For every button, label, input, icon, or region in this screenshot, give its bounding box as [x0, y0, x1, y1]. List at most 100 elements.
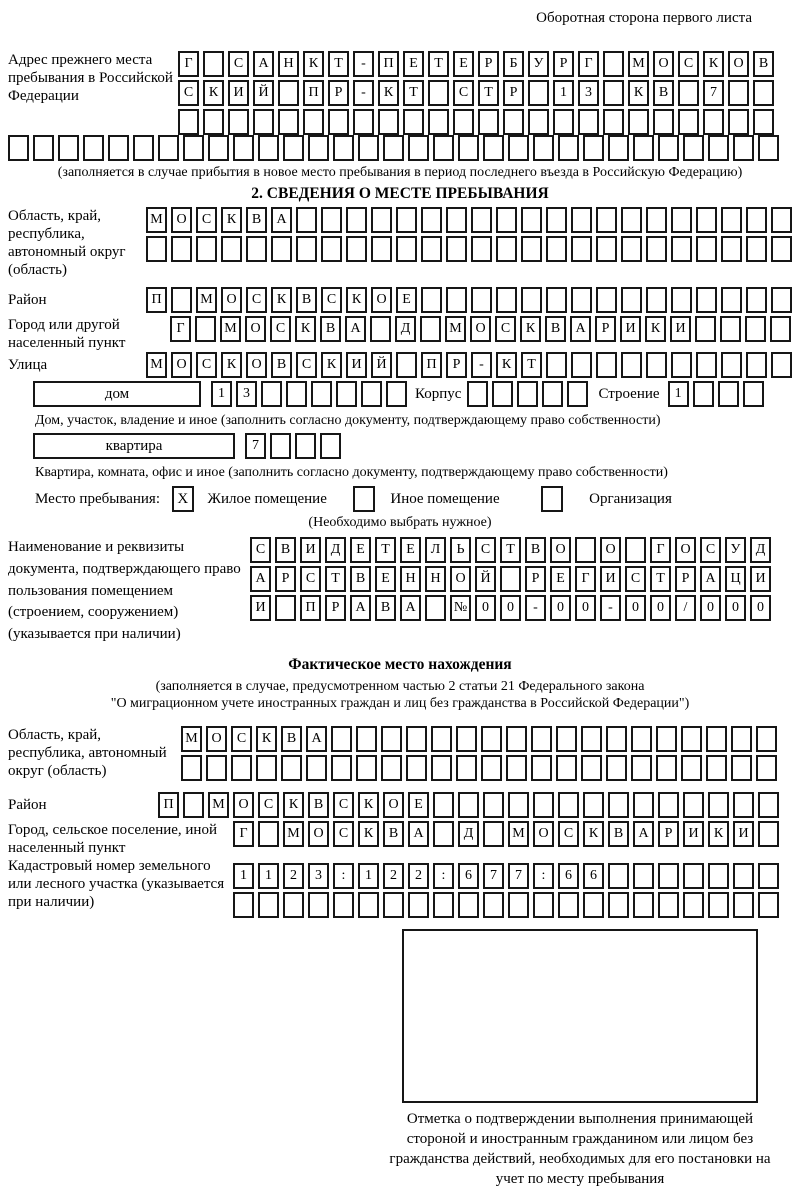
char-cell[interactable]: К: [628, 80, 649, 106]
char-cell[interactable]: [425, 595, 446, 621]
char-cell[interactable]: [481, 754, 502, 781]
char-cell[interactable]: [681, 754, 702, 781]
char-cell[interactable]: [283, 135, 304, 161]
char-cell[interactable]: А: [271, 207, 292, 233]
char-cell[interactable]: П: [378, 51, 399, 77]
char-cell[interactable]: [453, 109, 474, 135]
char-cell[interactable]: И: [683, 820, 704, 847]
char-cell[interactable]: [446, 287, 467, 313]
char-cell[interactable]: С: [231, 725, 252, 752]
char-cell[interactable]: [431, 754, 452, 781]
char-cell[interactable]: О: [206, 725, 227, 752]
char-cell[interactable]: Р: [328, 80, 349, 106]
char-cell[interactable]: В: [271, 352, 292, 378]
char-cell[interactable]: С: [258, 791, 279, 818]
char-cell[interactable]: [658, 891, 679, 918]
char-cell[interactable]: Р: [275, 566, 296, 592]
char-cell[interactable]: И: [670, 316, 691, 342]
char-cell[interactable]: 1: [258, 862, 279, 889]
char-cell[interactable]: [708, 891, 729, 918]
char-cell[interactable]: Р: [446, 352, 467, 378]
char-cell[interactable]: 2: [383, 862, 404, 889]
char-cell[interactable]: [481, 725, 502, 752]
char-cell[interactable]: [521, 207, 542, 233]
char-cell[interactable]: [108, 135, 129, 161]
char-cell[interactable]: [696, 287, 717, 313]
char-cell[interactable]: [8, 135, 29, 161]
char-cell[interactable]: В: [281, 725, 302, 752]
char-cell[interactable]: [311, 381, 332, 407]
char-cell[interactable]: -: [525, 595, 546, 621]
char-cell[interactable]: В: [275, 537, 296, 563]
char-cell[interactable]: С: [558, 820, 579, 847]
char-cell[interactable]: [320, 433, 341, 459]
char-cell[interactable]: [346, 236, 367, 262]
char-cell[interactable]: [628, 109, 649, 135]
char-cell[interactable]: [246, 236, 267, 262]
char-cell[interactable]: И: [250, 595, 271, 621]
char-cell[interactable]: [271, 236, 292, 262]
char-cell[interactable]: А: [408, 820, 429, 847]
char-cell[interactable]: [596, 352, 617, 378]
char-cell[interactable]: С: [700, 537, 721, 563]
char-cell[interactable]: [721, 207, 742, 233]
char-cell[interactable]: [583, 135, 604, 161]
char-cell[interactable]: М: [220, 316, 241, 342]
char-cell[interactable]: [692, 381, 714, 407]
char-cell[interactable]: [420, 316, 441, 342]
char-cell[interactable]: [571, 236, 592, 262]
char-cell[interactable]: [146, 236, 167, 262]
char-cell[interactable]: К: [303, 51, 324, 77]
char-cell[interactable]: Т: [478, 80, 499, 106]
char-cell[interactable]: Т: [521, 352, 542, 378]
char-cell[interactable]: [195, 316, 216, 342]
char-cell[interactable]: [270, 433, 291, 459]
char-cell[interactable]: [231, 754, 252, 781]
char-cell[interactable]: :: [533, 862, 554, 889]
char-cell[interactable]: [583, 791, 604, 818]
char-cell[interactable]: [308, 891, 329, 918]
char-cell[interactable]: Д: [325, 537, 346, 563]
char-cell[interactable]: [658, 135, 679, 161]
char-cell[interactable]: [558, 791, 579, 818]
char-cell[interactable]: Т: [500, 537, 521, 563]
char-cell[interactable]: О: [383, 791, 404, 818]
char-cell[interactable]: [696, 352, 717, 378]
char-cell[interactable]: [746, 207, 767, 233]
apartment-type-box[interactable]: квартира: [33, 433, 235, 459]
char-cell[interactable]: [731, 754, 752, 781]
char-cell[interactable]: -: [600, 595, 621, 621]
char-cell[interactable]: [496, 236, 517, 262]
char-cell[interactable]: [181, 754, 202, 781]
char-cell[interactable]: [286, 381, 307, 407]
char-cell[interactable]: [396, 352, 417, 378]
char-cell[interactable]: [678, 80, 699, 106]
char-cell[interactable]: 0: [700, 595, 721, 621]
char-cell[interactable]: [728, 109, 749, 135]
char-cell[interactable]: К: [221, 352, 242, 378]
char-cell[interactable]: Г: [233, 820, 254, 847]
char-cell[interactable]: [278, 80, 299, 106]
char-cell[interactable]: М: [146, 207, 167, 233]
char-cell[interactable]: [746, 352, 767, 378]
char-cell[interactable]: [770, 316, 791, 342]
char-cell[interactable]: 1: [233, 862, 254, 889]
char-cell[interactable]: [295, 433, 316, 459]
char-cell[interactable]: С: [250, 537, 271, 563]
char-cell[interactable]: И: [620, 316, 641, 342]
char-cell[interactable]: [683, 135, 704, 161]
char-cell[interactable]: О: [675, 537, 696, 563]
char-cell[interactable]: И: [733, 820, 754, 847]
char-cell[interactable]: О: [450, 566, 471, 592]
char-cell[interactable]: [433, 891, 454, 918]
char-cell[interactable]: К: [203, 80, 224, 106]
char-cell[interactable]: Д: [750, 537, 771, 563]
char-cell[interactable]: [758, 791, 779, 818]
char-cell[interactable]: [533, 791, 554, 818]
char-cell[interactable]: 1: [667, 381, 689, 407]
char-cell[interactable]: 2: [408, 862, 429, 889]
char-cell[interactable]: [603, 80, 624, 106]
char-cell[interactable]: В: [653, 80, 674, 106]
char-cell[interactable]: /: [675, 595, 696, 621]
char-cell[interactable]: М: [208, 791, 229, 818]
